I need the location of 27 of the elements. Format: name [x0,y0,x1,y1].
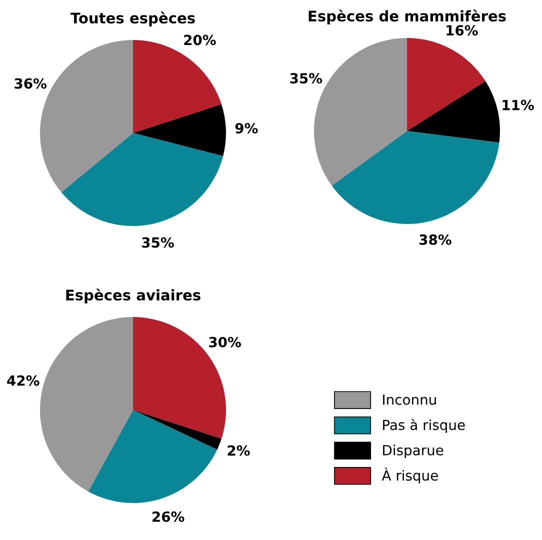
data-label: 30% [209,336,241,348]
data-label: 38% [420,234,452,245]
chart-title: Espèces de mammifères [308,10,506,24]
data-label: 42% [7,375,40,386]
data-label: 9% [235,122,258,134]
data-label: 20% [184,34,216,46]
pie-slice [332,131,500,224]
pie-slice [133,104,226,156]
pie-slice [88,410,218,503]
data-label: 2% [228,445,250,456]
data-label: 11% [502,100,534,110]
data-label: 36% [14,78,47,89]
legend-label: À risque [382,468,438,484]
chart-title: Espèces aviaires [66,288,200,304]
pie-slice [40,317,133,492]
pie-slice [133,410,222,450]
pie-slice [61,133,224,226]
pie-slice [407,38,486,131]
data-label: 35% [290,73,322,84]
legend-label: Pas à risque [383,418,465,433]
data-label: 35% [142,237,174,248]
chart-title: Toutes espèces [70,12,195,26]
data-label: 26% [152,511,184,522]
legend-label: Inconnu [383,394,436,405]
pie-slice [407,81,500,143]
legend-label: Disparue [383,444,444,458]
data-label: 16% [446,25,478,36]
